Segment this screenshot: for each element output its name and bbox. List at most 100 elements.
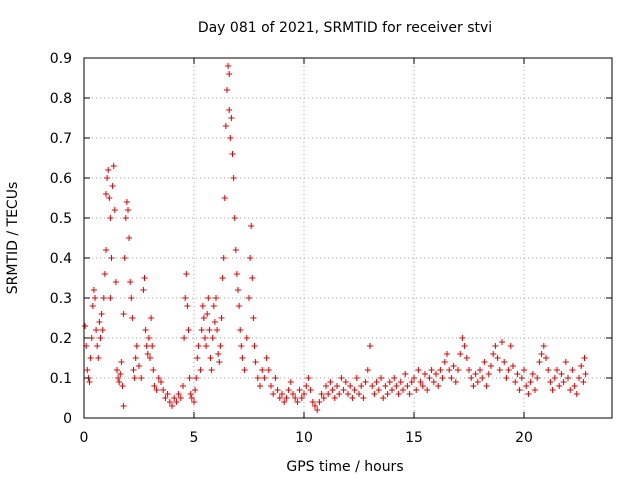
data-point bbox=[136, 363, 142, 369]
data-point bbox=[207, 355, 214, 361]
data-point bbox=[518, 375, 525, 381]
data-point bbox=[118, 359, 125, 365]
data-point bbox=[250, 315, 257, 321]
data-point bbox=[197, 367, 204, 373]
data-point bbox=[225, 63, 232, 69]
data-point bbox=[452, 379, 459, 385]
data-point bbox=[200, 315, 207, 321]
data-point bbox=[208, 367, 215, 373]
data-point bbox=[397, 379, 404, 385]
data-point bbox=[543, 355, 549, 361]
data-point bbox=[395, 391, 402, 397]
data-point bbox=[94, 343, 101, 349]
data-point bbox=[115, 375, 122, 381]
data-point bbox=[254, 375, 261, 381]
data-point bbox=[386, 379, 393, 385]
data-point bbox=[130, 367, 137, 373]
data-point bbox=[209, 335, 216, 341]
data-point bbox=[198, 327, 205, 333]
data-point bbox=[97, 335, 104, 341]
y-tick-label: 0.9 bbox=[50, 51, 72, 67]
data-point bbox=[116, 379, 123, 385]
data-point bbox=[342, 379, 349, 385]
data-point bbox=[367, 343, 373, 349]
data-point bbox=[369, 383, 376, 389]
data-point bbox=[119, 383, 126, 389]
data-point bbox=[122, 215, 129, 221]
y-axis-label: SRMTID / TECUs bbox=[5, 182, 21, 295]
data-point bbox=[582, 371, 589, 377]
data-point bbox=[571, 383, 578, 389]
data-point bbox=[439, 375, 446, 381]
data-point bbox=[287, 379, 294, 385]
data-point bbox=[120, 311, 127, 317]
data-point bbox=[457, 351, 464, 357]
data-point bbox=[98, 311, 105, 317]
data-point bbox=[404, 383, 411, 389]
data-point bbox=[133, 343, 140, 349]
data-point bbox=[496, 367, 503, 373]
data-point bbox=[84, 367, 91, 373]
x-tick-label: 20 bbox=[515, 430, 533, 446]
data-point bbox=[210, 303, 217, 309]
data-point bbox=[373, 379, 380, 385]
data-point bbox=[114, 367, 120, 373]
data-point bbox=[142, 327, 149, 333]
x-tick-label: 15 bbox=[405, 430, 423, 446]
data-point bbox=[391, 375, 398, 381]
data-point bbox=[514, 371, 521, 377]
data-point bbox=[105, 167, 112, 173]
data-point bbox=[153, 387, 160, 393]
data-point bbox=[191, 399, 197, 405]
data-point bbox=[351, 387, 358, 393]
data-point bbox=[235, 287, 241, 293]
data-point bbox=[263, 355, 270, 361]
data-point bbox=[474, 379, 481, 385]
data-point bbox=[141, 275, 148, 281]
data-point bbox=[217, 343, 224, 349]
data-point bbox=[100, 295, 107, 301]
data-point bbox=[177, 395, 184, 401]
data-point bbox=[104, 175, 111, 181]
data-point bbox=[184, 303, 191, 309]
data-point bbox=[470, 383, 477, 389]
data-point bbox=[576, 375, 582, 381]
data-point bbox=[327, 379, 334, 385]
data-point bbox=[181, 335, 188, 341]
data-point bbox=[162, 395, 169, 401]
data-point bbox=[578, 363, 585, 369]
y-tick-label: 0.7 bbox=[50, 131, 72, 147]
data-point bbox=[138, 375, 145, 381]
data-point bbox=[215, 351, 222, 357]
chart-title: Day 081 of 2021, SRMTID for receiver stv… bbox=[198, 20, 492, 36]
data-point bbox=[521, 367, 527, 373]
data-point bbox=[378, 375, 384, 381]
data-point bbox=[236, 303, 243, 309]
data-point bbox=[527, 379, 534, 385]
data-point bbox=[216, 359, 223, 365]
grid bbox=[84, 58, 612, 418]
data-point bbox=[259, 367, 266, 373]
data-point bbox=[481, 359, 488, 365]
plot-frame bbox=[83, 57, 613, 419]
data-point bbox=[479, 375, 486, 381]
data-point bbox=[422, 371, 428, 377]
data-point bbox=[272, 375, 279, 381]
data-point bbox=[400, 387, 406, 393]
data-point bbox=[329, 387, 336, 393]
data-point bbox=[320, 395, 327, 401]
data-point bbox=[227, 135, 234, 141]
data-point bbox=[251, 343, 258, 349]
data-point bbox=[353, 375, 360, 381]
data-point bbox=[413, 387, 420, 393]
data-point bbox=[525, 391, 532, 397]
data-point bbox=[112, 279, 119, 285]
data-point bbox=[417, 379, 424, 385]
data-point bbox=[435, 383, 442, 389]
data-point bbox=[222, 123, 229, 129]
data-point bbox=[426, 375, 433, 381]
data-point bbox=[512, 379, 519, 385]
data-point bbox=[270, 391, 277, 397]
data-point bbox=[274, 387, 281, 393]
